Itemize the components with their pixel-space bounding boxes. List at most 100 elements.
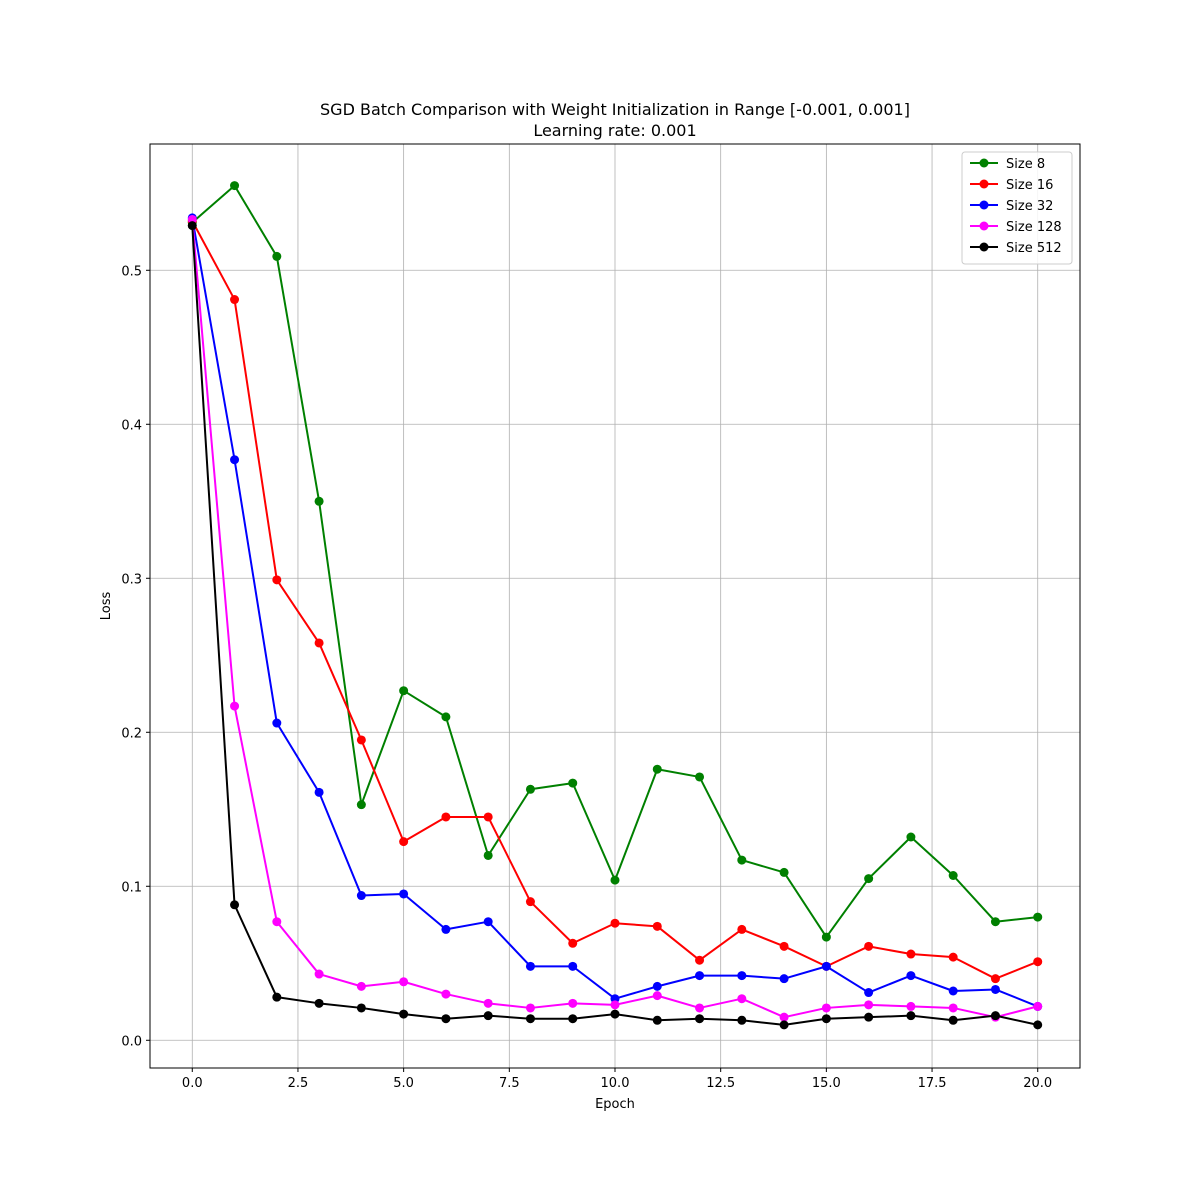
data-point-size-32 (948, 986, 958, 996)
data-point-size-32 (568, 961, 578, 971)
data-point-size-8 (356, 800, 366, 810)
data-point-size-16 (441, 812, 451, 822)
legend-marker (979, 200, 989, 210)
data-point-size-512 (187, 221, 197, 231)
data-point-size-32 (737, 971, 747, 981)
data-point-size-128 (864, 1000, 874, 1010)
data-point-size-512 (399, 1009, 409, 1019)
series-size-8 (187, 181, 1043, 942)
x-tick-label: 20.0 (1023, 1076, 1052, 1091)
data-point-size-128 (906, 1001, 916, 1011)
data-point-size-32 (821, 961, 831, 971)
data-point-size-16 (483, 812, 493, 822)
data-point-size-512 (906, 1011, 916, 1021)
data-point-size-16 (610, 918, 620, 928)
data-point-size-8 (695, 772, 705, 782)
data-point-size-8 (272, 251, 282, 261)
data-point-size-128 (441, 989, 451, 999)
x-axis-ticks: 0.0 2.5 5.0 7.5 10.0 12.5 15.0 17.5 20.0 (182, 1068, 1052, 1091)
data-point-size-8 (906, 832, 916, 842)
data-point-size-32 (525, 961, 535, 971)
data-point-size-512 (652, 1015, 662, 1025)
data-point-size-8 (399, 686, 409, 696)
data-point-size-32 (779, 974, 789, 984)
data-point-size-8 (737, 855, 747, 865)
data-point-size-128 (652, 991, 662, 1001)
data-point-size-8 (864, 874, 874, 884)
data-point-size-32 (356, 891, 366, 901)
data-point-size-16 (990, 974, 1000, 984)
chart-subtitle: Learning rate: 0.001 (533, 121, 696, 140)
x-tick-label: 12.5 (706, 1076, 735, 1091)
x-tick-label: 7.5 (499, 1076, 520, 1091)
data-point-size-16 (864, 941, 874, 951)
y-tick-label: 0.1 (121, 880, 142, 895)
x-tick-label: 2.5 (288, 1076, 309, 1091)
data-point-size-8 (441, 712, 451, 722)
data-point-size-512 (314, 998, 324, 1008)
legend-item: Size 16 (970, 178, 1053, 193)
legend-label: Size 16 (1006, 178, 1053, 193)
legend-label: Size 32 (1006, 199, 1053, 214)
data-point-size-128 (568, 998, 578, 1008)
data-point-size-16 (737, 924, 747, 934)
y-tick-label: 0.3 (121, 572, 142, 587)
y-axis-label: Loss (99, 592, 114, 621)
data-point-size-512 (568, 1014, 578, 1024)
x-tick-label: 15.0 (812, 1076, 841, 1091)
legend-item: Size 512 (970, 241, 1062, 256)
data-point-size-128 (399, 977, 409, 987)
y-tick-label: 0.2 (121, 726, 142, 741)
x-tick-label: 0.0 (182, 1076, 203, 1091)
plot-frame (149, 143, 1081, 1069)
data-point-size-32 (652, 981, 662, 991)
legend-box (961, 151, 1073, 265)
data-point-size-512 (821, 1014, 831, 1024)
data-point-size-512 (695, 1014, 705, 1024)
legend-marker (979, 221, 989, 231)
data-point-size-32 (483, 917, 493, 927)
data-point-size-512 (737, 1015, 747, 1025)
legend: Size 8 Size 16 Size 32 Size 128 Size 512 (961, 151, 1073, 265)
data-point-size-128 (525, 1003, 535, 1013)
legend-marker (979, 158, 989, 168)
data-point-size-128 (230, 701, 240, 711)
data-point-size-32 (695, 971, 705, 981)
data-point-size-128 (779, 1012, 789, 1022)
data-point-size-512 (948, 1015, 958, 1025)
data-point-size-16 (652, 921, 662, 931)
y-tick-label: 0.5 (121, 264, 142, 279)
data-point-size-8 (525, 784, 535, 794)
data-point-size-512 (230, 900, 240, 910)
x-tick-label: 17.5 (918, 1076, 947, 1091)
data-point-size-8 (821, 932, 831, 942)
data-point-size-32 (399, 889, 409, 899)
data-point-size-8 (779, 867, 789, 877)
data-point-size-8 (483, 850, 493, 860)
data-point-size-16 (906, 949, 916, 959)
data-point-size-512 (272, 992, 282, 1002)
data-point-size-8 (652, 764, 662, 774)
y-axis-ticks: 0.0 0.1 0.2 0.3 0.4 0.5 (121, 264, 150, 1049)
data-point-size-8 (314, 496, 324, 506)
data-point-size-8 (230, 181, 240, 191)
legend-label: Size 128 (1006, 220, 1062, 235)
x-axis-label: Epoch (595, 1097, 635, 1112)
series-size-16 (187, 216, 1043, 984)
legend-marker (979, 179, 989, 189)
data-point-size-128 (1033, 1001, 1043, 1011)
data-point-size-8 (1033, 912, 1043, 922)
data-point-size-512 (990, 1011, 1000, 1021)
data-point-size-16 (695, 955, 705, 965)
data-point-size-32 (230, 455, 240, 465)
data-point-size-128 (821, 1003, 831, 1013)
series-size-512 (187, 221, 1043, 1030)
x-tick-label: 5.0 (393, 1076, 414, 1091)
data-point-size-128 (272, 917, 282, 927)
data-point-size-32 (272, 718, 282, 728)
grid-lines (150, 144, 1080, 1068)
data-point-size-512 (525, 1014, 535, 1024)
data-point-size-128 (695, 1003, 705, 1013)
data-point-size-8 (990, 917, 1000, 927)
